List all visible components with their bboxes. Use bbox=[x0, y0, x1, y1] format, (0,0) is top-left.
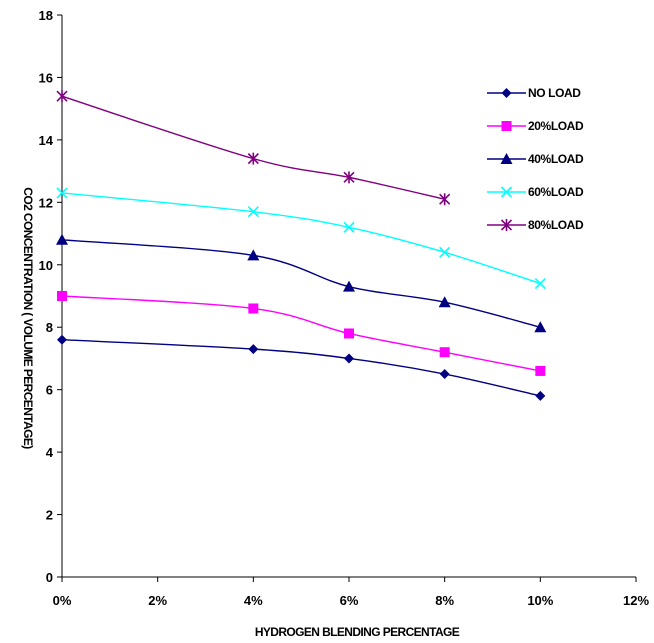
data-point bbox=[534, 277, 546, 290]
series-layer bbox=[56, 90, 547, 401]
x-tick-label: 6% bbox=[340, 593, 359, 608]
y-tick-label: 2 bbox=[46, 508, 53, 523]
y-tick-label: 8 bbox=[46, 320, 53, 335]
series-1 bbox=[57, 334, 546, 401]
data-point bbox=[247, 249, 260, 261]
series-line bbox=[61, 295, 541, 372]
y-tick-label: 10 bbox=[39, 258, 53, 273]
data-point bbox=[56, 233, 68, 245]
x-tick-label: 12% bbox=[623, 593, 649, 608]
data-point bbox=[56, 90, 68, 103]
data-point bbox=[344, 328, 354, 339]
data-point bbox=[343, 171, 355, 184]
legend-item: 80%LOAD bbox=[487, 218, 584, 232]
legend-item: 40%LOAD bbox=[487, 152, 584, 166]
data-point bbox=[535, 365, 546, 376]
data-point bbox=[56, 187, 68, 199]
data-point bbox=[535, 390, 546, 401]
y-tick-label: 14 bbox=[39, 133, 54, 148]
series-line bbox=[61, 239, 541, 328]
x-tick-label: 0% bbox=[53, 593, 72, 608]
data-point bbox=[247, 206, 259, 218]
legend-label: 80%LOAD bbox=[528, 218, 584, 232]
legend-label: 20%LOAD bbox=[528, 119, 584, 133]
legend-marker bbox=[500, 219, 513, 231]
legend-marker bbox=[501, 88, 512, 98]
data-point bbox=[248, 303, 259, 314]
legend-item: NO LOAD bbox=[487, 86, 582, 100]
y-tick-label: 16 bbox=[39, 70, 53, 85]
data-point bbox=[343, 280, 355, 292]
y-tick-label: 12 bbox=[39, 195, 53, 210]
data-point bbox=[439, 347, 450, 358]
series-2 bbox=[57, 291, 546, 376]
legend-marker bbox=[500, 186, 513, 198]
x-axis-title: HYDROGEN BLENDING PERCENTAGE bbox=[255, 625, 460, 639]
legend-label: 40%LOAD bbox=[528, 152, 584, 166]
y-tick-label: 0 bbox=[46, 570, 53, 585]
data-point bbox=[439, 369, 450, 380]
data-point bbox=[57, 291, 67, 301]
series-line bbox=[61, 192, 541, 285]
data-point bbox=[439, 193, 451, 206]
legend: NO LOAD 20%LOAD 40%LOAD 60%LOAD 80%LOAD bbox=[487, 86, 584, 232]
y-tick-label: 4 bbox=[46, 445, 54, 460]
data-point bbox=[344, 353, 354, 364]
y-tick-label: 18 bbox=[39, 8, 53, 23]
series-line bbox=[61, 95, 445, 200]
series-4 bbox=[56, 187, 546, 290]
data-point bbox=[247, 152, 259, 165]
x-tick-label: 8% bbox=[435, 593, 454, 608]
data-point bbox=[57, 334, 67, 345]
x-axis: 0% 2% 4% 6% 8% 10% 12% bbox=[53, 576, 649, 608]
legend-label: NO LOAD bbox=[528, 86, 581, 100]
series-line bbox=[61, 339, 541, 397]
legend-label: 60%LOAD bbox=[528, 185, 584, 199]
series-5 bbox=[56, 90, 451, 206]
legend-marker bbox=[501, 121, 512, 131]
x-tick-label: 4% bbox=[244, 593, 263, 608]
data-point bbox=[534, 321, 547, 333]
x-tick-label: 10% bbox=[527, 593, 553, 608]
y-tick-label: 6 bbox=[46, 383, 53, 398]
legend-marker bbox=[500, 153, 513, 164]
legend-item: 20%LOAD bbox=[487, 119, 584, 133]
series-3 bbox=[56, 233, 547, 333]
data-point bbox=[343, 221, 355, 233]
data-point bbox=[438, 296, 451, 308]
y-axis-title: CO2 CONCENTRATION ( VOLUME PERCENTAGE) bbox=[21, 187, 35, 449]
data-point bbox=[439, 246, 451, 258]
data-point bbox=[248, 344, 259, 355]
legend-item: 60%LOAD bbox=[487, 185, 584, 199]
x-tick-label: 2% bbox=[148, 593, 167, 608]
